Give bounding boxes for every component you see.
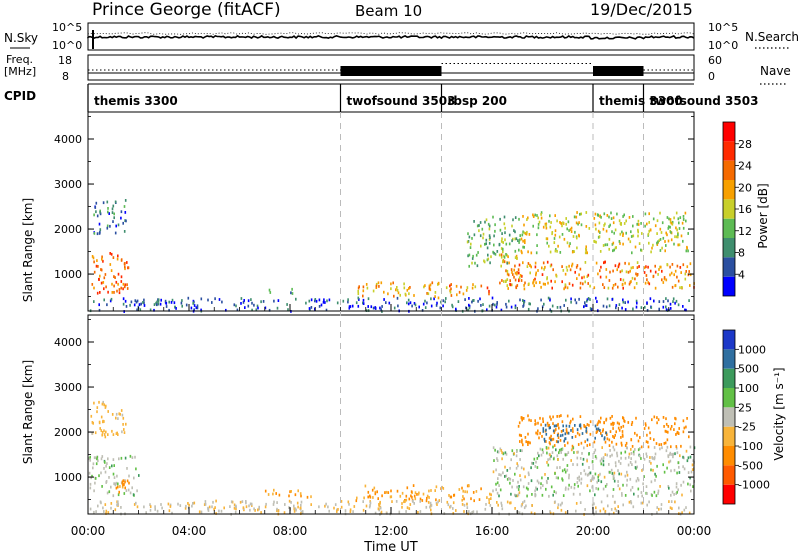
yaxis-tick-label: 4000 (54, 133, 82, 146)
cpid-segment-label: themis 3300 (599, 94, 683, 108)
colorbar-tick-label: 25 (738, 401, 752, 414)
yaxis-tick-label: 3000 (54, 381, 82, 394)
nsky-trace (87, 30, 695, 49)
nsearch-tick-bottom: 10^0 (708, 39, 738, 52)
yaxis-tick-label: 3000 (54, 178, 82, 191)
cpid-segment-label: twofsound 3503 (650, 94, 759, 108)
velocity-yaxis: 1000 2000 3000 4000 (54, 319, 694, 500)
xaxis-tick-label: 00:00 (677, 524, 712, 538)
station-title: Prince George (fitACF) (92, 0, 281, 20)
nave-label: Nave (760, 64, 791, 78)
yaxis-tick-label: 2000 (54, 426, 82, 439)
cpid-label: CPID (4, 89, 36, 103)
colorbar-tick-label: 12 (738, 225, 752, 238)
yaxis-tick-label: 1000 (54, 268, 82, 281)
time-axis: 00:00 04:00 08:00 12:00 16:00 20:00 00:00 (71, 304, 712, 538)
yaxis-tick-label: 4000 (54, 336, 82, 349)
velocity-colorbar-label: Velocity [m s⁻¹] (772, 367, 786, 460)
colorbar-tick-label: -100 (738, 440, 763, 453)
freq-unit: [MHz] (4, 65, 36, 78)
colorbar-tick-label: 16 (738, 203, 752, 216)
colorbar-tick-label: 500 (738, 363, 759, 376)
cpid-segment-label: themis 3300 (94, 94, 178, 108)
nsky-panel (87, 22, 695, 51)
freq-tick-bottom: 8 (62, 70, 69, 83)
nsky-tick-top: 10^5 (52, 21, 82, 34)
power-colorbar-label: Power [dB] (756, 183, 770, 248)
colorbar-tick-label: 4 (738, 268, 745, 281)
power-yaxis: 1000 2000 3000 4000 (54, 116, 694, 297)
date-label: 19/Dec/2015 (590, 0, 693, 19)
power-colorbar: 4 8 12 16 20 24 28 (722, 121, 752, 297)
colorbar-tick-label: 100 (738, 382, 759, 395)
colorbar-tick-label: -500 (738, 459, 763, 472)
power-panel-bg (88, 112, 694, 311)
velocity-scatter (88, 400, 696, 516)
colorbar-tick-label: 8 (738, 247, 745, 260)
colorbar-tick-label: 24 (738, 160, 752, 173)
velocity-colorbar: -1000 -500 -100 -25 25 100 500 1000 (722, 329, 770, 505)
cpid-segment-label: twofsound 3503 (347, 94, 456, 108)
freq-panel (87, 54, 695, 81)
xaxis-tick-label: 00:00 (71, 524, 106, 538)
xaxis-tick-label: 04:00 (172, 524, 207, 538)
velocity-panel-bg (88, 315, 694, 514)
xaxis-tick-label: 08:00 (273, 524, 308, 538)
xaxis-tick-label: 16:00 (475, 524, 510, 538)
nsearch-tick-top: 10^5 (708, 21, 738, 34)
cpid-separators (340, 112, 644, 514)
colorbar-tick-label: -1000 (738, 479, 770, 492)
colorbar-tick-label: 1000 (738, 343, 766, 356)
beam-label: Beam 10 (355, 2, 422, 20)
xaxis-label: Time UT (363, 540, 417, 554)
freq-trace (88, 63, 694, 76)
cpid-segment-label: rbsp 200 (448, 94, 507, 108)
yaxis-tick-label: 1000 (54, 471, 82, 484)
colorbar-tick-label: 28 (738, 138, 752, 151)
nsky-label: N.Sky (4, 31, 38, 45)
velocity-ylabel: Slant Range [km] (21, 360, 35, 464)
nsky-tick-bottom: 10^0 (52, 39, 82, 52)
colorbar-tick-label: -25 (738, 421, 756, 434)
colorbar-tick-label: 20 (738, 181, 752, 194)
power-ylabel: Slant Range [km] (21, 198, 35, 302)
freq-tick-top: 18 (58, 54, 72, 67)
nave-tick-bottom: 0 (708, 70, 715, 83)
yaxis-tick-label: 2000 (54, 223, 82, 236)
xaxis-tick-label: 20:00 (576, 524, 611, 538)
xaxis-tick-label: 12:00 (374, 524, 409, 538)
nave-tick-top: 60 (708, 54, 722, 67)
nsearch-label: N.Search (745, 30, 799, 44)
freq-label: Freq. (6, 53, 33, 66)
